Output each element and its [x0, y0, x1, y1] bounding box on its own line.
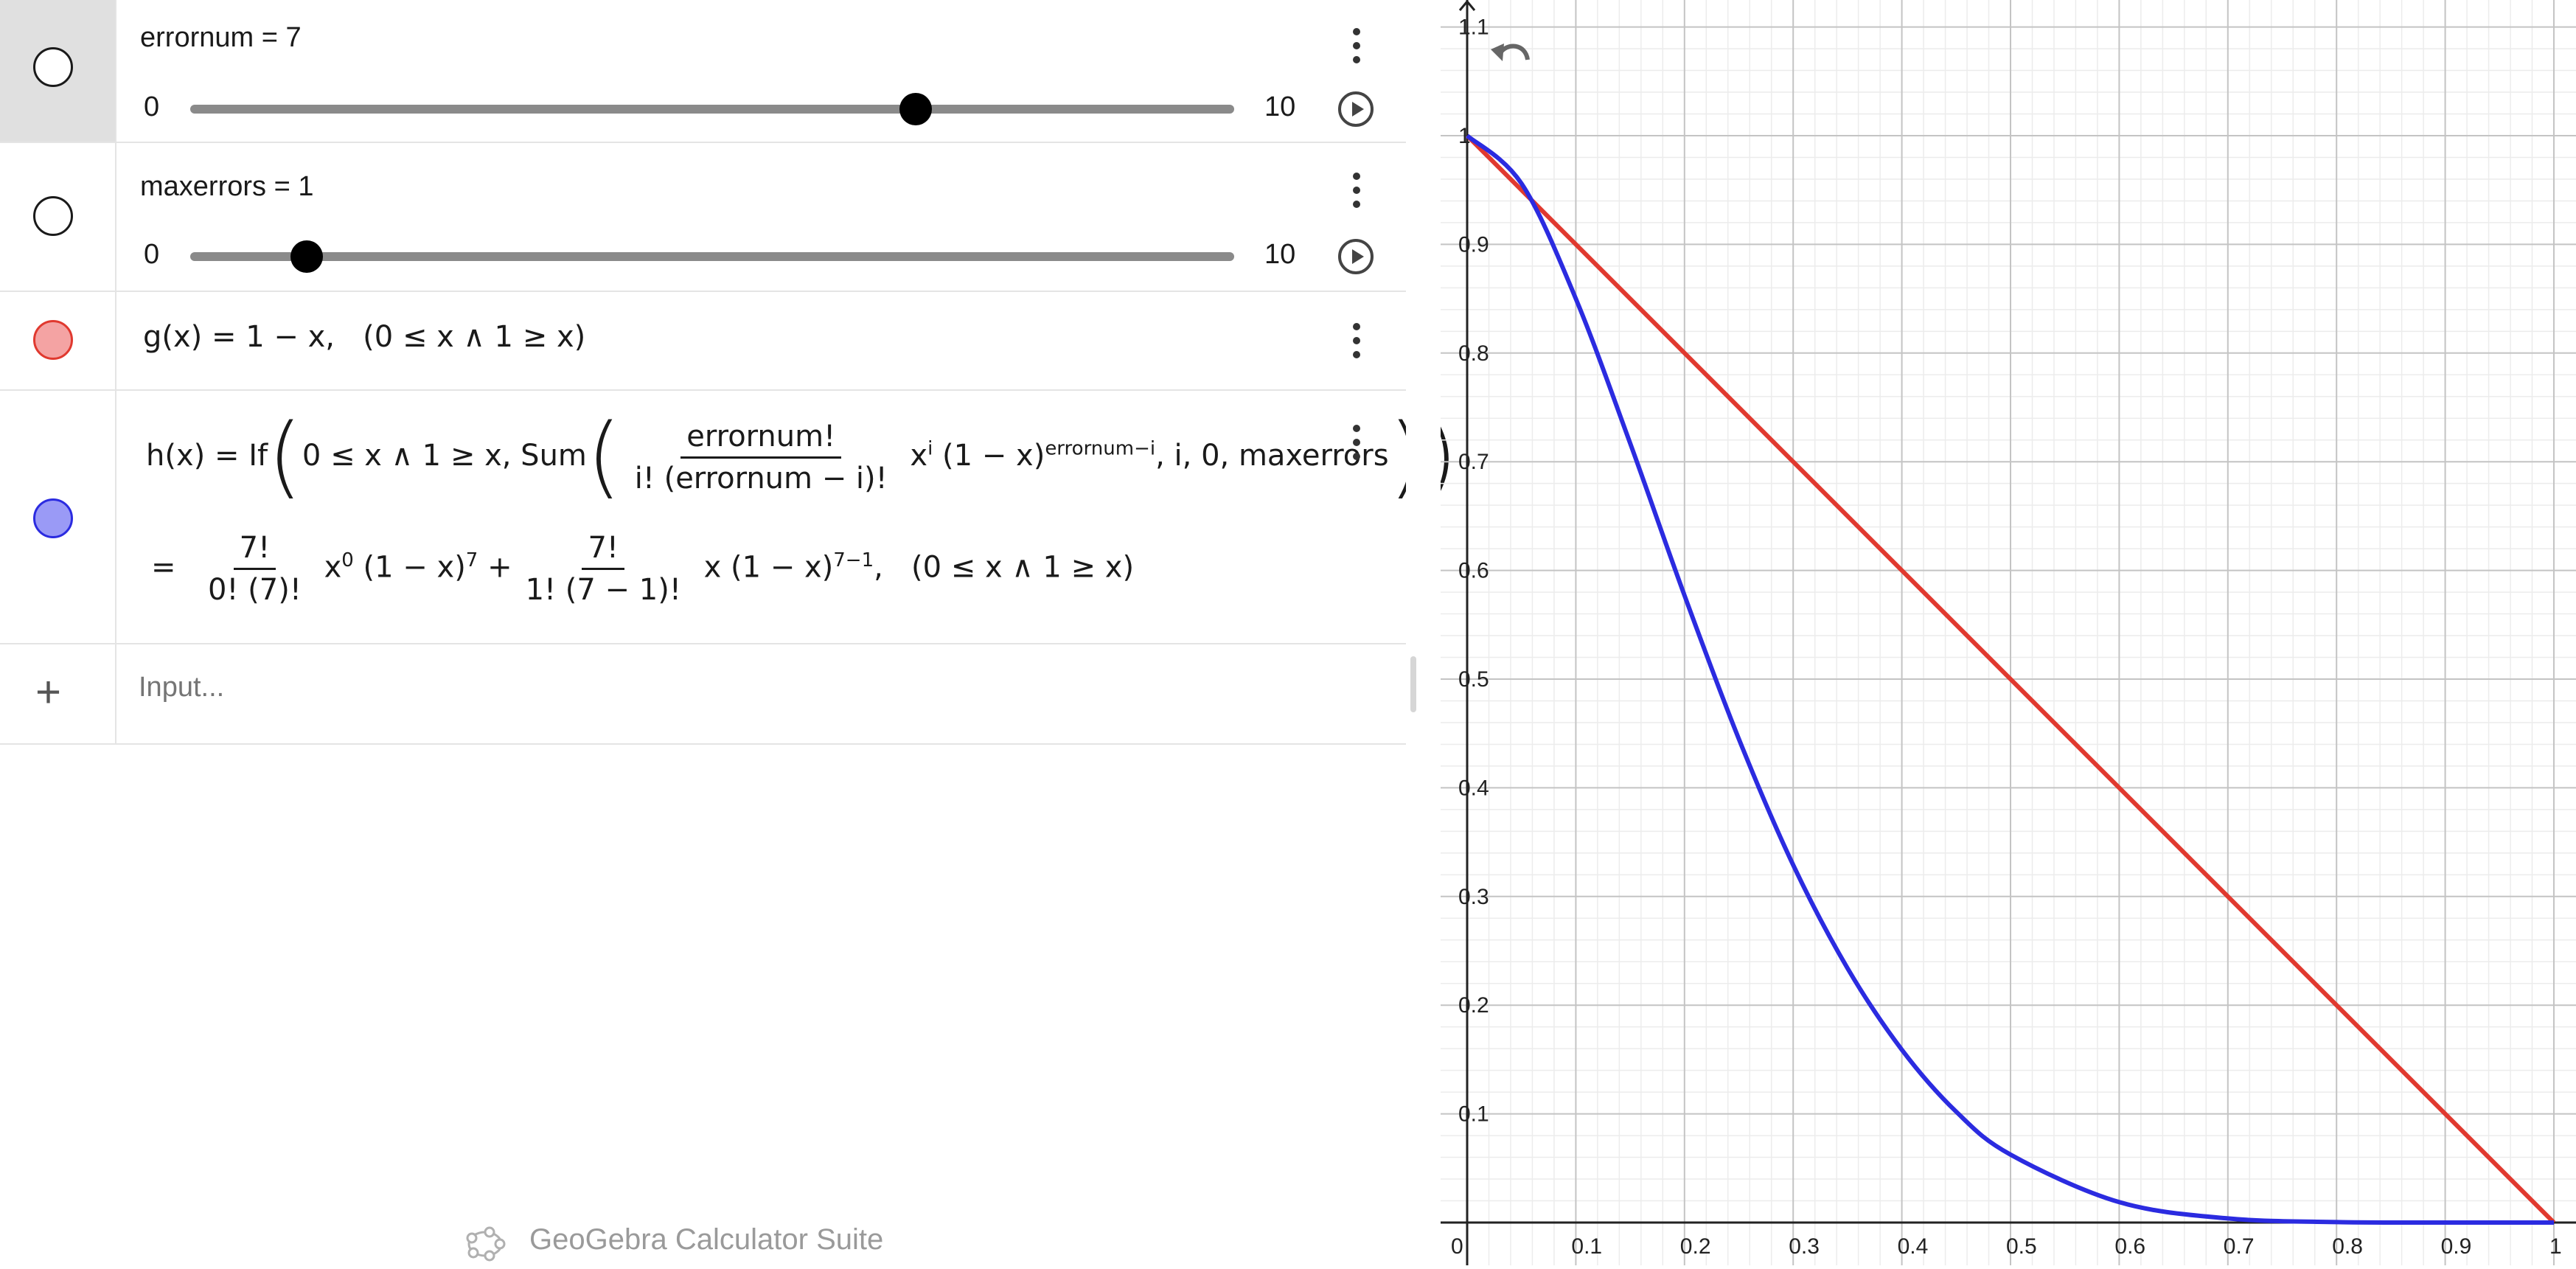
- algebra-view: errornum = 7 0 10 maxerrors = 1 0 10 g(x…: [0, 0, 1458, 1262]
- slider-min: 0: [144, 91, 160, 122]
- slider-max: 10: [1264, 239, 1296, 270]
- play-icon[interactable]: [1338, 91, 1374, 127]
- maxerrors-slider-knob[interactable]: [290, 240, 323, 273]
- plus-icon[interactable]: +: [35, 667, 62, 717]
- errornum-slider-knob[interactable]: [899, 93, 932, 125]
- function-row-g[interactable]: g(x) = 1 − x, (0 ≤ x ∧ 1 ≥ x): [0, 292, 1406, 391]
- algebra-input[interactable]: [137, 671, 1246, 704]
- x-tick-label: 0: [1451, 1234, 1463, 1259]
- function-row-h[interactable]: h(x) = If(0 ≤ x ∧ 1 ≥ x, Sum(errornum! i!…: [0, 391, 1458, 644]
- x-tick-label: 0.9: [2441, 1234, 2472, 1259]
- visibility-toggle-h[interactable]: [33, 498, 73, 538]
- slider-min: 0: [144, 239, 160, 270]
- maxerrors-slider-track[interactable]: [190, 252, 1234, 261]
- visibility-cell: [0, 292, 116, 389]
- visibility-cell: [0, 391, 116, 643]
- graphics-view[interactable]: 0 0.1 0.2 0.3 0.4 0.5 0.6 0.7 0.8 0.9 1 0.1 0.2 0.3 0.…: [1441, 0, 2576, 1265]
- h-curve: [1466, 133, 2555, 1225]
- y-tick-label: 0.5: [1458, 667, 1489, 692]
- input-row: +: [0, 644, 1406, 745]
- y-tick-label: 0.3: [1458, 885, 1489, 909]
- y-tick-label: 0.4: [1458, 776, 1489, 800]
- g-line: [1465, 133, 2556, 1225]
- maxerrors-label: maxerrors = 1: [140, 171, 314, 202]
- y-tick-label: 0.9: [1458, 232, 1489, 257]
- view-divider[interactable]: [1406, 0, 1441, 1265]
- more-vert-icon[interactable]: [1342, 167, 1371, 214]
- x-tick-label: 0.4: [1898, 1234, 1929, 1259]
- footer-label: GeoGebra Calculator Suite: [529, 1223, 884, 1256]
- x-tick-label: 1: [2549, 1234, 2562, 1259]
- maxerrors-value: 1: [298, 171, 314, 202]
- x-tick-label: 0.6: [2114, 1234, 2145, 1259]
- x-tick-label: 0.5: [2006, 1234, 2037, 1259]
- x-tick-label: 0.2: [1680, 1234, 1711, 1259]
- x-tick-label: 0.3: [1789, 1234, 1820, 1259]
- geogebra-logo-icon: [466, 1226, 506, 1262]
- y-tick-label: 0.8: [1458, 341, 1489, 366]
- more-vert-icon[interactable]: [1342, 22, 1371, 69]
- visibility-toggle-errornum[interactable]: [33, 47, 73, 87]
- x-tick-label: 0.7: [2224, 1234, 2255, 1259]
- plot-canvas[interactable]: 0 0.1 0.2 0.3 0.4 0.5 0.6 0.7 0.8 0.9 1 0.1 0.2 0.3 0.…: [1441, 0, 2576, 1265]
- y-tick-label: 0.2: [1458, 993, 1489, 1018]
- x-tick-label: 0.8: [2332, 1234, 2363, 1259]
- y-tick-label: 1: [1458, 124, 1471, 148]
- y-tick-label: 1.1: [1458, 15, 1489, 40]
- errornum-label: errornum = 7: [140, 22, 302, 53]
- visibility-cell: [0, 0, 116, 142]
- g-formula: g(x) = 1 − x, (0 ≤ x ∧ 1 ≥ x): [143, 320, 586, 354]
- h-evaluation: = 7! 0! (7)! x0 (1 − x)7 +7! 1! (7 − 1)! x…: [151, 531, 1135, 607]
- visibility-toggle-g[interactable]: [33, 320, 73, 360]
- add-cell: +: [0, 644, 116, 743]
- y-tick-label: 0.6: [1458, 559, 1489, 583]
- visibility-cell: [0, 143, 116, 291]
- errornum-value: 7: [285, 22, 302, 53]
- slider-row-maxerrors: maxerrors = 1 0 10: [0, 143, 1406, 292]
- undo-icon[interactable]: [1485, 33, 1536, 77]
- slider-row-errornum: errornum = 7 0 10: [0, 0, 1406, 143]
- slider-max: 10: [1264, 91, 1296, 122]
- y-tick-label: 0.7: [1458, 450, 1489, 474]
- x-tick-label: 0.1: [1571, 1234, 1602, 1259]
- play-icon[interactable]: [1338, 239, 1374, 274]
- visibility-toggle-maxerrors[interactable]: [33, 196, 73, 236]
- resize-handle[interactable]: [1410, 656, 1416, 712]
- more-vert-icon[interactable]: [1342, 419, 1371, 466]
- more-vert-icon[interactable]: [1342, 317, 1371, 364]
- errornum-slider-track[interactable]: [190, 105, 1234, 114]
- y-axis-arrow: [1458, 0, 1476, 11]
- y-tick-label: 0.1: [1458, 1102, 1489, 1127]
- h-definition: h(x) = If(0 ≤ x ∧ 1 ≥ x, Sum(errornum! i!…: [146, 406, 1458, 508]
